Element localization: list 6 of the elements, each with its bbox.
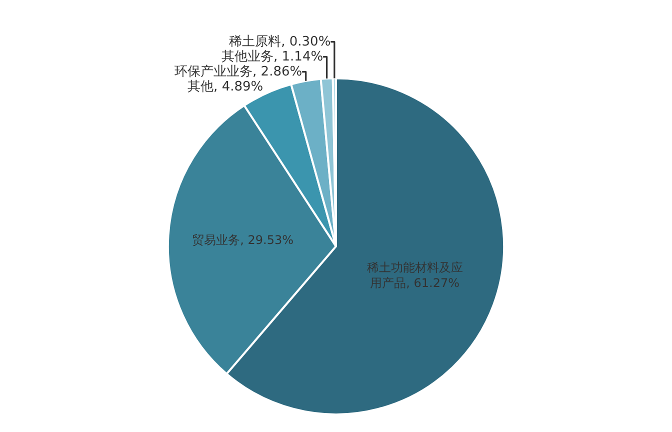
slice-label: 其他业务, 1.14%	[222, 49, 324, 64]
slice-label: 贸易业务, 29.53%	[192, 233, 294, 248]
slice-label: 稀土原料, 0.30%	[229, 34, 331, 50]
slice-label: 环保产业业务, 2.86%	[174, 64, 302, 80]
slice-label: 其他, 4.89%	[188, 79, 264, 94]
slice-label: 稀土功能材料及应用产品, 61.27%	[366, 260, 463, 290]
